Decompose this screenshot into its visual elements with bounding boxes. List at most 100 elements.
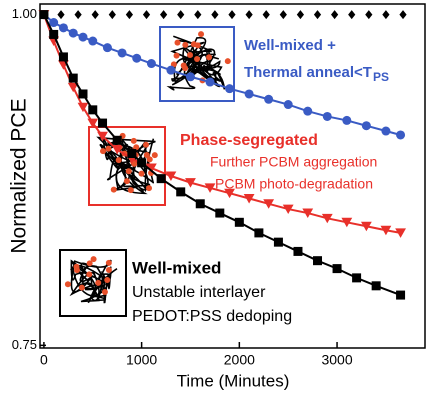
pcbm-dot bbox=[182, 41, 189, 48]
data-point bbox=[194, 10, 202, 20]
pcbm-dot bbox=[90, 256, 97, 263]
data-point bbox=[262, 10, 270, 20]
data-point bbox=[279, 10, 287, 20]
pcbm-dot bbox=[170, 61, 177, 68]
data-point bbox=[88, 36, 98, 46]
data-point bbox=[283, 100, 293, 110]
data-point bbox=[146, 59, 156, 69]
data-point bbox=[225, 84, 235, 94]
data-point bbox=[321, 213, 333, 224]
pcbm-dot bbox=[146, 156, 153, 163]
data-point bbox=[176, 187, 186, 197]
data-point bbox=[361, 121, 371, 131]
pcbm-dot bbox=[206, 54, 213, 61]
pcbm-dot bbox=[224, 58, 231, 65]
data-point bbox=[296, 10, 305, 20]
data-point bbox=[78, 32, 88, 42]
polymer-chain bbox=[117, 159, 147, 192]
data-point bbox=[185, 72, 195, 82]
data-point bbox=[108, 10, 116, 20]
pcbm-dot bbox=[131, 160, 138, 167]
data-point bbox=[57, 10, 65, 20]
data-point bbox=[204, 183, 216, 193]
data-point bbox=[365, 10, 373, 20]
data-point bbox=[137, 158, 147, 168]
data-point bbox=[87, 118, 99, 129]
data-point bbox=[145, 163, 157, 174]
pcbm-dot bbox=[127, 187, 134, 194]
pcbm-dot bbox=[194, 42, 201, 49]
data-point bbox=[177, 10, 185, 20]
data-point bbox=[264, 94, 274, 104]
data-point bbox=[352, 273, 362, 283]
pcbm-dot bbox=[143, 152, 150, 159]
data-point bbox=[49, 29, 59, 39]
pcbm-dot bbox=[187, 51, 194, 58]
data-point bbox=[211, 10, 219, 20]
data-point bbox=[254, 228, 264, 238]
data-point bbox=[396, 130, 406, 140]
data-point bbox=[111, 145, 123, 155]
data-point bbox=[395, 228, 406, 238]
data-point bbox=[282, 204, 294, 215]
data-point bbox=[380, 225, 392, 236]
pcbm-dot bbox=[115, 157, 122, 164]
annotation: Well-mixed bbox=[132, 258, 221, 277]
pcbm-dot bbox=[142, 141, 149, 148]
annotation: PEDOT:PSS dedoping bbox=[132, 308, 292, 325]
annotation: PCBM photo-degradation bbox=[215, 176, 373, 192]
data-point bbox=[399, 10, 407, 20]
pcbm-dot bbox=[174, 39, 181, 46]
pcbm-dot bbox=[123, 178, 130, 185]
data-point bbox=[102, 43, 112, 53]
pcbm-dot bbox=[151, 152, 158, 159]
annotation: Thermal anneal<T bbox=[244, 64, 372, 81]
data-point bbox=[142, 10, 151, 20]
data-point bbox=[293, 246, 303, 256]
y-tick-label: 1.00 bbox=[12, 6, 37, 21]
pcbm-dot bbox=[105, 259, 112, 266]
y-axis-label: Normalized PCE bbox=[8, 98, 31, 253]
data-point bbox=[244, 89, 254, 99]
data-point bbox=[205, 77, 215, 87]
data-point bbox=[156, 174, 166, 184]
pcbm-dot bbox=[101, 289, 108, 296]
x-tick-label: 1000 bbox=[126, 352, 157, 368]
data-point bbox=[160, 10, 168, 20]
pcbm-dot bbox=[95, 279, 102, 286]
data-point bbox=[245, 10, 253, 20]
pcbm-dot bbox=[104, 277, 111, 284]
data-point bbox=[348, 10, 356, 20]
x-tick-label: 2000 bbox=[224, 352, 255, 368]
pcbm-dot bbox=[110, 186, 117, 193]
data-point bbox=[68, 73, 78, 83]
data-point bbox=[68, 28, 78, 38]
annotation: Unstable interlayer bbox=[132, 284, 266, 301]
data-point bbox=[273, 237, 283, 247]
polymer-chain bbox=[70, 264, 112, 304]
pcbm-dot bbox=[86, 271, 93, 278]
data-point bbox=[165, 171, 177, 181]
data-point bbox=[302, 208, 314, 218]
data-point bbox=[67, 82, 79, 93]
data-point bbox=[49, 18, 59, 28]
data-point bbox=[322, 111, 332, 121]
data-point bbox=[396, 290, 406, 300]
annotation: Well-mixed + bbox=[244, 37, 336, 54]
x-tick-label: 3000 bbox=[321, 352, 352, 368]
pcbm-dot bbox=[198, 31, 205, 38]
polymer-chain bbox=[166, 48, 216, 91]
data-point bbox=[243, 193, 255, 204]
pcbm-dot bbox=[125, 168, 132, 175]
data-point bbox=[313, 10, 322, 20]
pcbm-dot bbox=[100, 148, 107, 155]
data-point bbox=[112, 135, 122, 145]
data-point bbox=[215, 208, 225, 218]
pcbm-dot bbox=[73, 263, 80, 270]
data-point bbox=[185, 178, 196, 188]
data-point bbox=[77, 102, 89, 113]
x-axis-label: Time (Minutes) bbox=[177, 371, 290, 390]
data-point bbox=[263, 199, 275, 209]
pcbm-dot bbox=[105, 266, 112, 273]
